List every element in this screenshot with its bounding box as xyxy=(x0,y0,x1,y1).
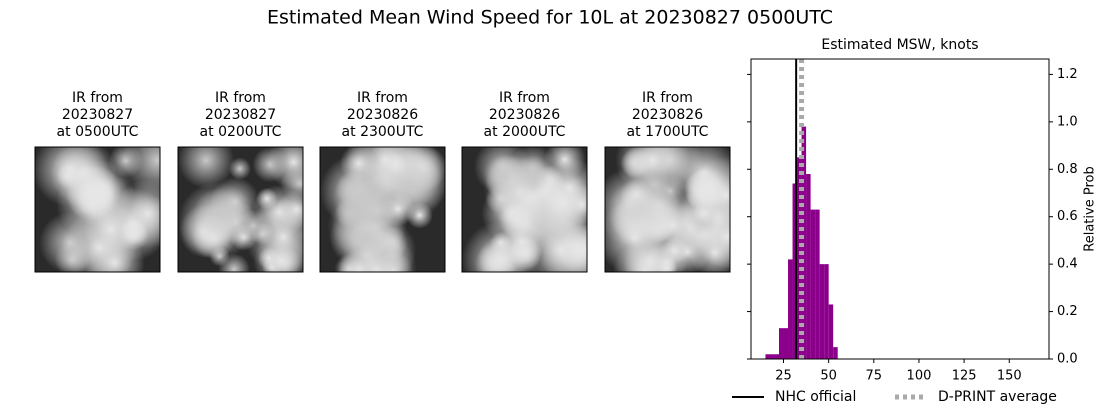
y-tick-label: 0.2 xyxy=(1057,304,1078,319)
panel-title: 20230827 xyxy=(205,107,276,123)
cloud xyxy=(255,187,278,210)
ir-image xyxy=(320,147,445,272)
panel-title: at 2300UTC xyxy=(342,124,424,140)
cloud xyxy=(193,188,245,240)
cloud xyxy=(605,199,673,272)
bar xyxy=(788,259,793,359)
bar xyxy=(765,354,770,359)
bar xyxy=(806,174,811,359)
panel-title: 20230827 xyxy=(62,107,133,123)
panel-frame xyxy=(461,146,588,273)
x-tick-label: 25 xyxy=(775,369,792,384)
y-tick-label: 0.0 xyxy=(1057,352,1078,367)
axes-title: Estimated MSW, knots xyxy=(821,37,978,53)
bar xyxy=(797,157,802,359)
cloud xyxy=(638,168,671,202)
panel-title: IR from xyxy=(215,90,266,106)
bar xyxy=(833,347,838,359)
bar xyxy=(769,354,775,359)
y-tick-label: 1.2 xyxy=(1057,67,1078,82)
panel-frame xyxy=(34,146,161,273)
cloud xyxy=(76,179,116,218)
ir-image xyxy=(178,147,303,272)
y-tick-label: 0.8 xyxy=(1057,162,1078,177)
cloud xyxy=(228,157,252,180)
panel-title: at 2000UTC xyxy=(484,124,566,140)
cloud xyxy=(333,166,397,230)
ir-image xyxy=(605,147,730,272)
panel-title: at 1700UTC xyxy=(627,124,709,140)
legend-label: NHC official xyxy=(775,389,856,405)
bar xyxy=(774,354,779,359)
ir-image xyxy=(462,147,587,272)
x-tick-label: 100 xyxy=(907,369,932,384)
panel-title: at 0500UTC xyxy=(57,124,139,140)
cloud xyxy=(252,147,288,183)
cloud xyxy=(406,201,433,229)
cloud xyxy=(482,154,526,198)
panel-title: IR from xyxy=(499,90,550,106)
panel-title: IR from xyxy=(357,90,408,106)
cloud xyxy=(384,152,407,176)
cloud xyxy=(253,233,303,272)
x-tick-label: 150 xyxy=(997,369,1022,384)
x-tick-label: 125 xyxy=(952,369,977,384)
bar xyxy=(815,209,820,359)
y-tick-label: 1.0 xyxy=(1057,114,1078,129)
cloud xyxy=(108,147,143,178)
y-tick-label: 0.6 xyxy=(1057,209,1078,224)
y-tick-label: 0.4 xyxy=(1057,257,1078,272)
bar xyxy=(819,264,825,359)
bar xyxy=(810,209,816,359)
panel-frame xyxy=(177,146,304,273)
ir-image xyxy=(35,147,160,272)
legend-label: D-PRINT average xyxy=(938,389,1057,405)
cloud xyxy=(280,164,303,203)
bar xyxy=(801,126,807,360)
panel-title: IR from xyxy=(72,90,123,106)
cloud xyxy=(348,220,385,256)
cloud xyxy=(178,147,235,189)
bar xyxy=(783,328,789,359)
bar xyxy=(778,328,784,359)
bar xyxy=(792,183,798,359)
chart-title: Estimated Mean Wind Speed for 10L at 202… xyxy=(267,7,833,29)
panel-title: at 0200UTC xyxy=(200,124,282,140)
panel-frame xyxy=(604,146,731,273)
bar xyxy=(828,304,834,359)
panel-title: IR from xyxy=(642,90,693,106)
axes-frame xyxy=(750,58,1050,360)
y-axis-label: Relative Prob xyxy=(1083,166,1098,251)
cloud xyxy=(499,219,545,265)
bar xyxy=(824,264,829,359)
cloud xyxy=(692,201,716,225)
cloud xyxy=(668,147,730,209)
x-tick-label: 50 xyxy=(820,369,837,384)
cloud xyxy=(236,209,270,243)
cloud xyxy=(337,249,381,272)
x-tick-label: 75 xyxy=(866,369,883,384)
cloud xyxy=(557,224,587,272)
panel-title: 20230826 xyxy=(347,107,418,123)
panel-title: 20230826 xyxy=(632,107,703,123)
panel-title: 20230826 xyxy=(489,107,560,123)
cloud xyxy=(117,219,149,251)
panel-frame xyxy=(319,146,446,273)
